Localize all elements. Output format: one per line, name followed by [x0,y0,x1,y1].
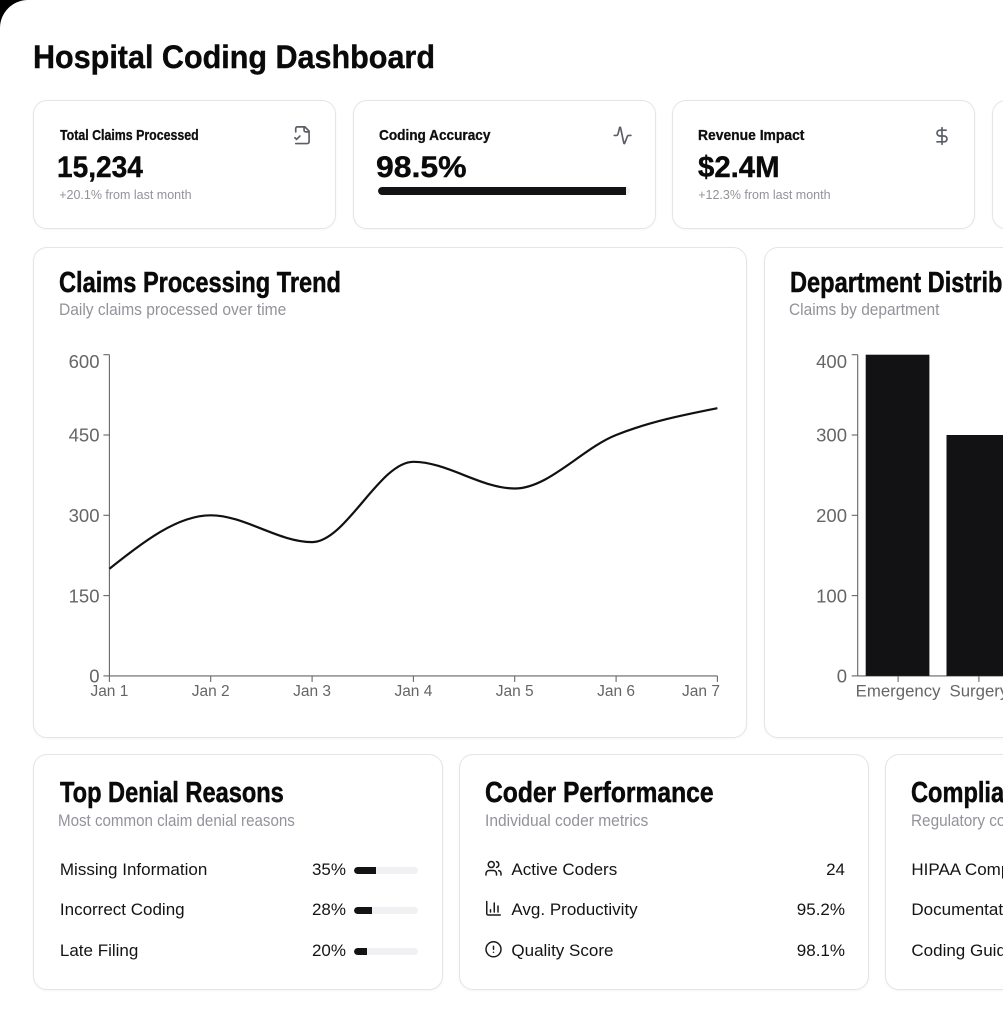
svg-text:Surgery: Surgery [950,681,1003,700]
svg-text:Emergency: Emergency [856,681,941,700]
svg-text:Jan 1: Jan 1 [90,683,128,700]
svg-text:200: 200 [816,505,847,526]
svg-text:100: 100 [816,585,847,606]
svg-text:450: 450 [69,425,100,446]
svg-text:600: 600 [69,351,100,372]
svg-text:150: 150 [69,585,100,606]
svg-text:Jan 5: Jan 5 [496,683,534,700]
svg-text:0: 0 [837,666,847,687]
svg-text:0: 0 [89,666,99,687]
svg-text:Jan 4: Jan 4 [394,683,432,700]
svg-text:300: 300 [816,425,847,446]
svg-text:Jan 7: Jan 7 [682,683,720,700]
svg-text:Jan 3: Jan 3 [293,683,331,700]
svg-text:400: 400 [816,351,847,372]
svg-text:Jan 2: Jan 2 [192,683,230,700]
svg-text:300: 300 [69,505,100,526]
svg-text:Jan 6: Jan 6 [597,683,635,700]
